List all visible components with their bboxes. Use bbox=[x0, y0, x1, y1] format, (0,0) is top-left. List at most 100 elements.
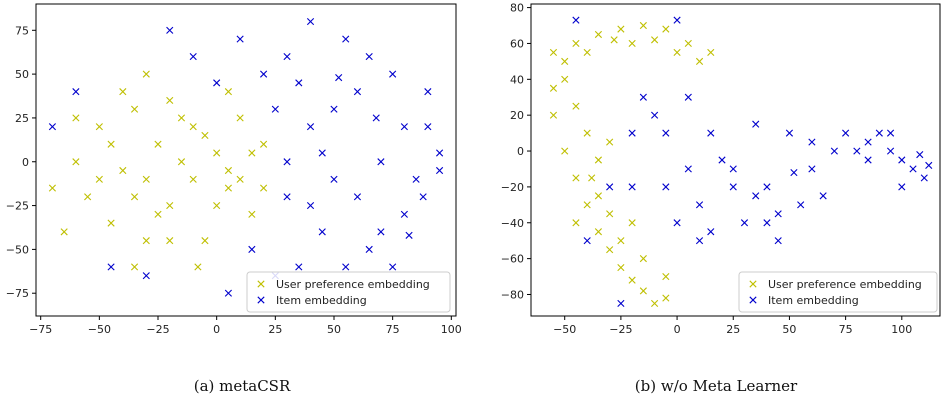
y-tick-label: −75 bbox=[6, 287, 29, 300]
y-tick-label: 20 bbox=[510, 109, 524, 122]
y-tick-label: −20 bbox=[501, 181, 524, 194]
item-point bbox=[48, 123, 57, 131]
points-layer bbox=[549, 16, 933, 308]
item-point bbox=[707, 129, 715, 137]
item-point bbox=[424, 123, 432, 131]
user-pref-point bbox=[583, 129, 591, 137]
item-point bbox=[920, 174, 928, 182]
user-pref-point bbox=[707, 48, 715, 57]
user-pref-point bbox=[177, 158, 186, 166]
y-tick-label: 75 bbox=[15, 24, 29, 37]
user-pref-point bbox=[130, 105, 139, 113]
item-point bbox=[400, 210, 408, 218]
user-pref-point bbox=[651, 36, 659, 44]
item-point bbox=[306, 123, 315, 131]
item-point bbox=[662, 129, 670, 137]
item-point bbox=[377, 228, 385, 236]
user-pref-point bbox=[130, 263, 139, 271]
item-point bbox=[662, 183, 670, 191]
user-pref-point bbox=[166, 237, 174, 245]
item-point bbox=[236, 35, 244, 43]
user-pref-point bbox=[60, 228, 68, 236]
item-point bbox=[763, 219, 771, 227]
y-tick-label: 0 bbox=[517, 145, 524, 158]
y-tick-label: 80 bbox=[510, 2, 524, 15]
user-pref-point bbox=[95, 123, 103, 131]
item-point bbox=[606, 183, 614, 191]
x-tick-label: 25 bbox=[726, 323, 740, 336]
item-point bbox=[572, 16, 580, 24]
item-point bbox=[353, 193, 362, 201]
item-point bbox=[412, 175, 420, 183]
x-tick-label: −75 bbox=[29, 323, 52, 336]
item-point bbox=[365, 245, 373, 253]
x-tick-label: 50 bbox=[327, 323, 341, 336]
user-pref-point bbox=[606, 246, 614, 254]
user-pref-point bbox=[72, 158, 80, 166]
item-point bbox=[424, 88, 432, 96]
item-point bbox=[435, 166, 444, 175]
user-pref-point bbox=[194, 263, 202, 271]
y-tick-label: 40 bbox=[510, 73, 524, 86]
item-point bbox=[295, 79, 303, 87]
user-pref-point bbox=[260, 184, 268, 192]
user-pref-point bbox=[201, 131, 209, 140]
user-pref-point bbox=[248, 149, 256, 157]
item-point bbox=[283, 52, 291, 61]
legend-marker-item bbox=[749, 296, 757, 304]
user-pref-point bbox=[662, 25, 670, 33]
item-point bbox=[729, 183, 737, 191]
user-pref-point bbox=[673, 48, 681, 57]
user-pref-point bbox=[628, 276, 636, 284]
item-point bbox=[419, 193, 427, 201]
user-pref-point bbox=[572, 174, 580, 182]
user-pref-point bbox=[572, 39, 580, 48]
x-tick-label: −25 bbox=[146, 323, 169, 336]
item-point bbox=[651, 111, 659, 119]
legend-label: User preference embedding bbox=[276, 278, 430, 291]
plot-frame bbox=[530, 3, 941, 317]
item-point bbox=[335, 74, 343, 82]
user-pref-point bbox=[628, 39, 636, 48]
user-pref-point bbox=[594, 156, 603, 164]
item-point bbox=[886, 147, 895, 155]
item-point bbox=[864, 138, 872, 146]
item-point bbox=[306, 17, 315, 26]
user-pref-point bbox=[583, 201, 591, 209]
user-pref-point bbox=[107, 219, 115, 227]
x-tick-label: 75 bbox=[839, 323, 853, 336]
item-point bbox=[752, 192, 760, 200]
x-tick-label: −50 bbox=[88, 323, 111, 336]
scatter-panel-b: −50 −25 0 25 50 75 100 −80 −60 −40 −20 0 20 40 60 80 Use… bbox=[501, 2, 941, 336]
x-tick-label: −50 bbox=[553, 323, 576, 336]
user-pref-point bbox=[561, 57, 569, 65]
user-pref-point bbox=[224, 88, 232, 96]
y-tick-label: 50 bbox=[15, 68, 29, 81]
user-pref-point bbox=[142, 175, 150, 183]
user-pref-point bbox=[142, 70, 150, 78]
user-pref-point bbox=[119, 88, 127, 96]
x-tick-label: 0 bbox=[213, 323, 220, 336]
caption-a: (a) metaCSR bbox=[194, 377, 291, 395]
item-point bbox=[617, 299, 625, 308]
user-pref-point bbox=[651, 299, 659, 308]
item-point bbox=[166, 26, 174, 34]
user-pref-point bbox=[84, 193, 92, 201]
user-pref-point bbox=[606, 210, 614, 218]
user-pref-point bbox=[48, 184, 57, 192]
y-tick-label: −50 bbox=[6, 243, 29, 256]
item-point bbox=[283, 193, 291, 201]
item-point bbox=[405, 231, 413, 239]
user-pref-point bbox=[561, 147, 569, 155]
user-pref-point bbox=[248, 210, 256, 218]
user-pref-point bbox=[236, 114, 244, 122]
user-pref-point bbox=[662, 272, 670, 281]
item-point bbox=[684, 165, 692, 173]
item-point bbox=[389, 70, 397, 78]
user-pref-point bbox=[684, 39, 692, 48]
item-point bbox=[774, 237, 782, 245]
item-point bbox=[318, 149, 326, 157]
item-point bbox=[260, 70, 268, 78]
user-pref-point bbox=[617, 237, 625, 245]
item-point bbox=[830, 147, 838, 155]
